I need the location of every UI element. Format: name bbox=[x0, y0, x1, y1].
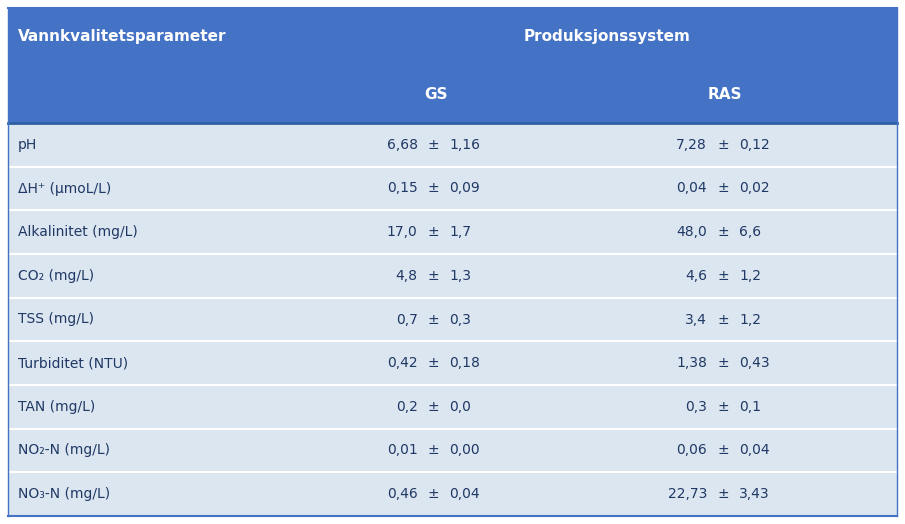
Text: 1,3: 1,3 bbox=[450, 269, 472, 283]
Text: TAN (mg/L): TAN (mg/L) bbox=[18, 400, 95, 414]
Bar bbox=[8, 429, 897, 472]
Text: 0,00: 0,00 bbox=[450, 443, 481, 457]
Text: ±: ± bbox=[428, 443, 439, 457]
Text: Turbiditet (NTU): Turbiditet (NTU) bbox=[18, 356, 129, 370]
Text: 0,42: 0,42 bbox=[386, 356, 417, 370]
Text: 0,12: 0,12 bbox=[739, 138, 770, 152]
Text: 0,04: 0,04 bbox=[676, 181, 707, 195]
Text: 22,73: 22,73 bbox=[668, 487, 707, 501]
Bar bbox=[8, 298, 897, 341]
Text: ±: ± bbox=[428, 138, 439, 152]
Text: ±: ± bbox=[428, 312, 439, 326]
Text: 4,6: 4,6 bbox=[685, 269, 707, 283]
Bar bbox=[8, 8, 897, 123]
Text: ±: ± bbox=[428, 181, 439, 195]
Text: ±: ± bbox=[428, 400, 439, 414]
Text: ±: ± bbox=[717, 181, 729, 195]
Bar bbox=[8, 123, 897, 167]
Text: 0,15: 0,15 bbox=[386, 181, 417, 195]
Text: 17,0: 17,0 bbox=[386, 225, 417, 239]
Text: 6,68: 6,68 bbox=[386, 138, 417, 152]
Text: 0,02: 0,02 bbox=[739, 181, 769, 195]
Text: ±: ± bbox=[717, 400, 729, 414]
Text: NO₂-N (mg/L): NO₂-N (mg/L) bbox=[18, 443, 110, 457]
Text: ±: ± bbox=[717, 487, 729, 501]
Text: Alkalinitet (mg/L): Alkalinitet (mg/L) bbox=[18, 225, 138, 239]
Text: 0,06: 0,06 bbox=[676, 443, 707, 457]
Text: 0,04: 0,04 bbox=[739, 443, 769, 457]
Text: ±: ± bbox=[428, 269, 439, 283]
Text: ±: ± bbox=[428, 225, 439, 239]
Text: 3,43: 3,43 bbox=[739, 487, 769, 501]
Text: 1,7: 1,7 bbox=[450, 225, 472, 239]
Text: ±: ± bbox=[428, 487, 439, 501]
Text: 7,28: 7,28 bbox=[676, 138, 707, 152]
Text: 3,4: 3,4 bbox=[685, 312, 707, 326]
Text: CO₂ (mg/L): CO₂ (mg/L) bbox=[18, 269, 94, 283]
Text: TSS (mg/L): TSS (mg/L) bbox=[18, 312, 94, 326]
Text: 0,0: 0,0 bbox=[450, 400, 472, 414]
Text: 0,04: 0,04 bbox=[450, 487, 481, 501]
Text: pH: pH bbox=[18, 138, 37, 152]
Text: 0,7: 0,7 bbox=[395, 312, 417, 326]
Text: 0,3: 0,3 bbox=[685, 400, 707, 414]
Text: 4,8: 4,8 bbox=[395, 269, 417, 283]
Bar bbox=[8, 210, 897, 254]
Text: 0,3: 0,3 bbox=[450, 312, 472, 326]
Bar bbox=[8, 167, 897, 210]
Bar bbox=[8, 254, 897, 298]
Text: RAS: RAS bbox=[708, 87, 742, 102]
Text: ±: ± bbox=[717, 443, 729, 457]
Text: 1,38: 1,38 bbox=[676, 356, 707, 370]
Text: 0,01: 0,01 bbox=[386, 443, 417, 457]
Text: 48,0: 48,0 bbox=[676, 225, 707, 239]
Text: 0,43: 0,43 bbox=[739, 356, 769, 370]
Text: 6,6: 6,6 bbox=[739, 225, 761, 239]
Bar bbox=[8, 472, 897, 516]
Bar bbox=[8, 341, 897, 385]
Text: ±: ± bbox=[717, 269, 729, 283]
Text: 0,18: 0,18 bbox=[450, 356, 481, 370]
Text: ΔH⁺ (μmoL/L): ΔH⁺ (μmoL/L) bbox=[18, 181, 111, 195]
Text: 0,1: 0,1 bbox=[739, 400, 761, 414]
Text: 0,09: 0,09 bbox=[450, 181, 481, 195]
Text: ±: ± bbox=[717, 138, 729, 152]
Text: 0,46: 0,46 bbox=[386, 487, 417, 501]
Text: 1,2: 1,2 bbox=[739, 269, 761, 283]
Text: Produksjonssystem: Produksjonssystem bbox=[524, 29, 691, 45]
Text: 0,2: 0,2 bbox=[395, 400, 417, 414]
Text: ±: ± bbox=[717, 312, 729, 326]
Bar bbox=[8, 385, 897, 429]
Text: ±: ± bbox=[428, 356, 439, 370]
Text: GS: GS bbox=[424, 87, 447, 102]
Text: ±: ± bbox=[717, 356, 729, 370]
Text: NO₃-N (mg/L): NO₃-N (mg/L) bbox=[18, 487, 110, 501]
Text: 1,2: 1,2 bbox=[739, 312, 761, 326]
Text: ±: ± bbox=[717, 225, 729, 239]
Text: 1,16: 1,16 bbox=[450, 138, 481, 152]
Text: Vannkvalitetsparameter: Vannkvalitetsparameter bbox=[18, 29, 226, 45]
